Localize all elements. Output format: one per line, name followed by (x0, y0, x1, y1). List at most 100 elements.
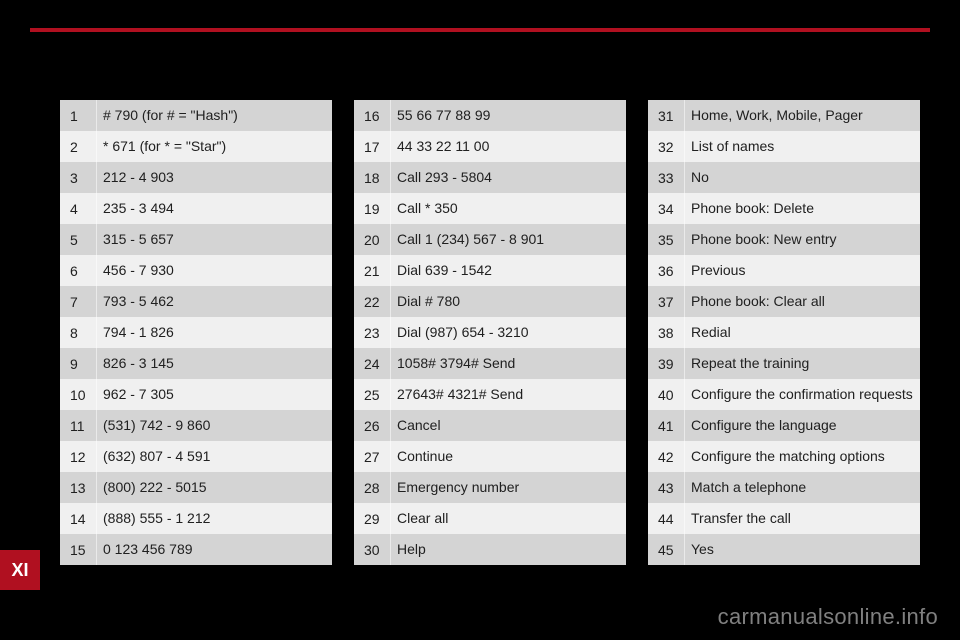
table-row: 4235 - 3 494 (60, 193, 332, 224)
table-row: 43Match a telephone (648, 472, 920, 503)
table-row: 20Call 1 (234) 567 - 8 901 (354, 224, 626, 255)
row-number: 28 (354, 472, 390, 503)
row-text: Cancel (390, 410, 626, 441)
row-text: Repeat the training (684, 348, 920, 379)
table-row: 2* 671 (for * = "Star") (60, 131, 332, 162)
row-number: 16 (354, 100, 390, 131)
table-row: 13(800) 222 - 5015 (60, 472, 332, 503)
row-text: * 671 (for * = "Star") (96, 131, 332, 162)
table-row: 26Cancel (354, 410, 626, 441)
column-3: 31Home, Work, Mobile, Pager32List of nam… (648, 100, 920, 565)
row-number: 25 (354, 379, 390, 410)
table-row: 1744 33 22 11 00 (354, 131, 626, 162)
row-number: 5 (60, 224, 96, 255)
row-number: 27 (354, 441, 390, 472)
row-text: Call 1 (234) 567 - 8 901 (390, 224, 626, 255)
row-number: 36 (648, 255, 684, 286)
row-number: 1 (60, 100, 96, 131)
row-number: 34 (648, 193, 684, 224)
table-container: 1# 790 (for # = "Hash")2* 671 (for * = "… (60, 100, 920, 565)
row-text: Match a telephone (684, 472, 920, 503)
row-number: 37 (648, 286, 684, 317)
row-text: 212 - 4 903 (96, 162, 332, 193)
row-text: List of names (684, 131, 920, 162)
row-number: 31 (648, 100, 684, 131)
row-number: 6 (60, 255, 96, 286)
table-row: 38Redial (648, 317, 920, 348)
row-number: 33 (648, 162, 684, 193)
row-text: Continue (390, 441, 626, 472)
table-row: 37Phone book: Clear all (648, 286, 920, 317)
row-number: 32 (648, 131, 684, 162)
row-text: Yes (684, 534, 920, 565)
footer-watermark: carmanualsonline.info (718, 604, 938, 630)
row-text: 826 - 3 145 (96, 348, 332, 379)
top-accent-bar (30, 28, 930, 32)
row-text: 27643# 4321# Send (390, 379, 626, 410)
table-row: 14(888) 555 - 1 212 (60, 503, 332, 534)
row-number: 2 (60, 131, 96, 162)
table-row: 7793 - 5 462 (60, 286, 332, 317)
table-row: 45Yes (648, 534, 920, 565)
table-row: 28Emergency number (354, 472, 626, 503)
row-text: Dial 639 - 1542 (390, 255, 626, 286)
table-row: 150 123 456 789 (60, 534, 332, 565)
row-text: # 790 (for # = "Hash") (96, 100, 332, 131)
table-row: 8794 - 1 826 (60, 317, 332, 348)
table-row: 23Dial (987) 654 - 3210 (354, 317, 626, 348)
row-text: 44 33 22 11 00 (390, 131, 626, 162)
table-row: 19Call * 350 (354, 193, 626, 224)
row-text: Configure the confirmation requests (684, 379, 920, 410)
row-text: No (684, 162, 920, 193)
row-text: 0 123 456 789 (96, 534, 332, 565)
row-number: 17 (354, 131, 390, 162)
row-text: (531) 742 - 9 860 (96, 410, 332, 441)
table-row: 33No (648, 162, 920, 193)
row-text: Call 293 - 5804 (390, 162, 626, 193)
row-number: 8 (60, 317, 96, 348)
table-row: 9826 - 3 145 (60, 348, 332, 379)
chapter-tab: XI (0, 550, 40, 590)
column-2: 1655 66 77 88 991744 33 22 11 0018Call 2… (354, 100, 626, 565)
row-number: 22 (354, 286, 390, 317)
table-row: 21Dial 639 - 1542 (354, 255, 626, 286)
row-text: Previous (684, 255, 920, 286)
table-row: 18Call 293 - 5804 (354, 162, 626, 193)
row-number: 19 (354, 193, 390, 224)
row-text: Redial (684, 317, 920, 348)
row-number: 26 (354, 410, 390, 441)
table-row: 3212 - 4 903 (60, 162, 332, 193)
row-number: 30 (354, 534, 390, 565)
row-text: Home, Work, Mobile, Pager (684, 100, 920, 131)
table-row: 32List of names (648, 131, 920, 162)
row-number: 9 (60, 348, 96, 379)
table-row: 30Help (354, 534, 626, 565)
row-text: 794 - 1 826 (96, 317, 332, 348)
table-row: 22Dial # 780 (354, 286, 626, 317)
row-text: Configure the matching options (684, 441, 920, 472)
table-row: 42Configure the matching options (648, 441, 920, 472)
row-number: 24 (354, 348, 390, 379)
row-number: 29 (354, 503, 390, 534)
table-row: 41Configure the language (648, 410, 920, 441)
row-text: Phone book: New entry (684, 224, 920, 255)
row-number: 39 (648, 348, 684, 379)
table-row: 36Previous (648, 255, 920, 286)
row-number: 42 (648, 441, 684, 472)
table-row: 35Phone book: New entry (648, 224, 920, 255)
row-number: 43 (648, 472, 684, 503)
table-row: 1655 66 77 88 99 (354, 100, 626, 131)
footer-text: carmanualsonline.info (718, 604, 938, 629)
row-number: 14 (60, 503, 96, 534)
row-text: 456 - 7 930 (96, 255, 332, 286)
row-number: 18 (354, 162, 390, 193)
row-text: Clear all (390, 503, 626, 534)
row-text: Call * 350 (390, 193, 626, 224)
row-text: 235 - 3 494 (96, 193, 332, 224)
row-text: Emergency number (390, 472, 626, 503)
chapter-label: XI (11, 560, 28, 581)
row-number: 38 (648, 317, 684, 348)
row-text: 55 66 77 88 99 (390, 100, 626, 131)
row-text: Dial # 780 (390, 286, 626, 317)
row-number: 12 (60, 441, 96, 472)
